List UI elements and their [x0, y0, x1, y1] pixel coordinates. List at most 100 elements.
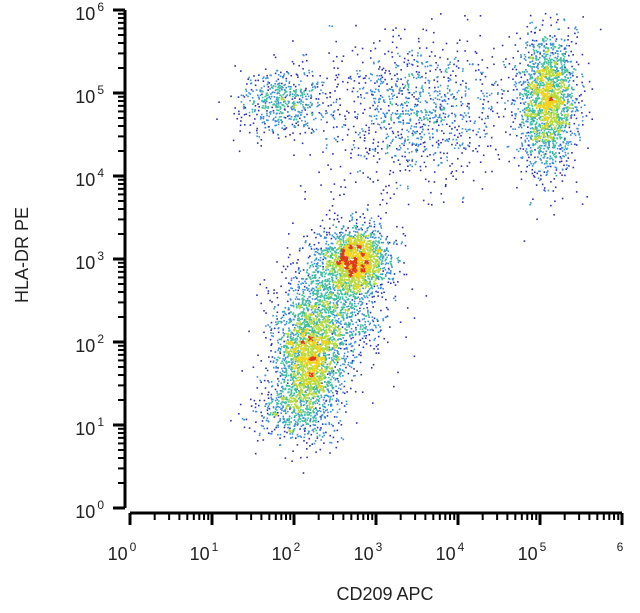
event-dot — [336, 273, 339, 276]
event-dot — [257, 109, 260, 112]
event-dot — [537, 147, 539, 149]
event-dot — [365, 337, 367, 339]
event-dot — [334, 325, 337, 327]
event-dot — [563, 59, 565, 61]
event-dot — [519, 125, 522, 127]
event-dot — [306, 378, 309, 381]
event-dot — [327, 382, 329, 384]
event-dot — [312, 130, 314, 132]
event-dot — [546, 82, 548, 85]
event-dot — [408, 159, 410, 161]
event-dot — [276, 424, 278, 427]
event-dot — [293, 115, 296, 118]
event-dot — [301, 61, 304, 63]
event-dot — [296, 342, 298, 344]
event-dot — [533, 130, 535, 133]
event-dot — [291, 383, 293, 386]
event-dot — [336, 403, 339, 406]
event-dot — [456, 42, 459, 44]
event-dot — [319, 407, 321, 409]
event-dot — [415, 151, 418, 153]
event-dot — [461, 102, 464, 105]
event-dot — [551, 100, 554, 102]
event-dot — [331, 306, 334, 308]
event-dot — [308, 313, 311, 316]
event-dot — [426, 61, 429, 63]
event-dot — [336, 303, 338, 305]
event-dot — [290, 118, 292, 120]
event-dot — [562, 121, 564, 123]
event-dot — [314, 357, 316, 360]
event-dot — [279, 352, 282, 354]
event-dot — [370, 217, 373, 219]
event-dot — [290, 339, 293, 341]
event-dot — [414, 132, 416, 134]
event-dot — [538, 86, 541, 89]
event-dot — [544, 60, 546, 63]
event-dot — [300, 114, 302, 116]
event-dot — [539, 51, 541, 54]
event-dot — [523, 108, 526, 111]
event-dot — [537, 76, 540, 79]
event-dot — [552, 154, 555, 156]
event-dot — [347, 282, 350, 284]
event-dot — [349, 330, 351, 333]
event-dot — [349, 294, 352, 297]
event-dot — [519, 72, 522, 75]
event-dot — [415, 123, 418, 125]
event-dot — [278, 400, 280, 402]
event-dot — [339, 373, 341, 376]
event-dot — [317, 98, 320, 100]
event-dot — [419, 133, 421, 135]
event-dot — [507, 76, 510, 79]
event-dot — [329, 227, 331, 230]
event-dot — [368, 252, 371, 254]
event-dot — [526, 95, 529, 97]
event-dot — [315, 354, 318, 357]
event-dot — [367, 312, 369, 314]
event-dot — [249, 99, 251, 102]
event-dot — [321, 332, 323, 335]
event-dot — [314, 322, 316, 324]
event-dot — [245, 113, 248, 115]
event-dot — [266, 110, 268, 112]
event-dot — [301, 331, 303, 333]
event-dot — [328, 309, 331, 311]
event-dot — [383, 291, 385, 294]
event-dot — [546, 92, 549, 94]
event-dot — [545, 174, 548, 176]
event-dot — [428, 55, 431, 58]
event-dot — [294, 102, 296, 105]
event-dot — [311, 320, 313, 322]
event-dot — [528, 73, 530, 75]
event-dot — [407, 79, 409, 82]
event-dot — [365, 286, 367, 288]
event-dot — [329, 246, 331, 248]
event-dot — [542, 136, 545, 139]
event-dot — [389, 326, 391, 328]
event-dot — [373, 237, 376, 239]
event-dot — [263, 331, 265, 334]
event-dot — [528, 140, 530, 142]
event-dot — [307, 432, 310, 434]
event-dot — [547, 189, 550, 192]
event-dot — [392, 95, 394, 97]
event-dot — [274, 413, 276, 416]
event-dot — [316, 368, 318, 370]
event-dot — [285, 91, 288, 93]
event-dot — [345, 282, 348, 284]
event-dot — [339, 277, 341, 279]
density-dots — [216, 12, 602, 474]
event-dot — [541, 183, 544, 186]
event-dot — [311, 332, 313, 334]
event-dot — [284, 83, 286, 86]
event-dot — [264, 102, 267, 105]
event-dot — [322, 342, 324, 345]
event-dot — [370, 284, 373, 287]
event-dot — [298, 280, 300, 283]
event-dot — [581, 120, 584, 122]
event-dot — [265, 325, 267, 327]
event-dot — [562, 124, 564, 127]
event-dot — [350, 342, 352, 345]
event-dot — [306, 389, 309, 391]
